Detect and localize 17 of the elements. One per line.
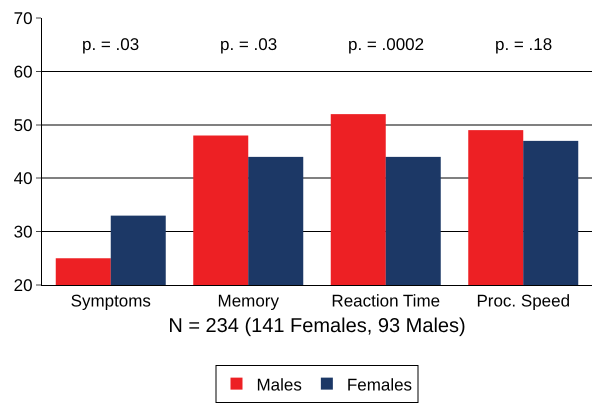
legend-label: Females [346, 375, 412, 394]
y-tick-label: 60 [14, 62, 33, 82]
x-tick-label: Proc. Speed [476, 291, 570, 310]
x-tick-label: Reaction Time [331, 291, 440, 310]
annotation: p. = .03 [82, 35, 140, 54]
y-tick-label: 30 [14, 222, 33, 242]
x-tick-label: Symptoms [70, 291, 151, 310]
legend-label: Males [256, 375, 302, 394]
y-tick-label: 50 [14, 116, 33, 135]
annotation: p. = .18 [495, 35, 552, 54]
annotation: p. = .0002 [348, 35, 424, 54]
x-axis-title: N = 234 (141 Females, 93 Males) [168, 314, 466, 337]
y-tick-label: 40 [14, 169, 33, 188]
y-tick-label: 70 [14, 8, 33, 28]
annotation: p. = .03 [220, 35, 278, 54]
x-tick-label: Memory [218, 291, 280, 310]
y-tick-label: 20 [14, 276, 33, 295]
